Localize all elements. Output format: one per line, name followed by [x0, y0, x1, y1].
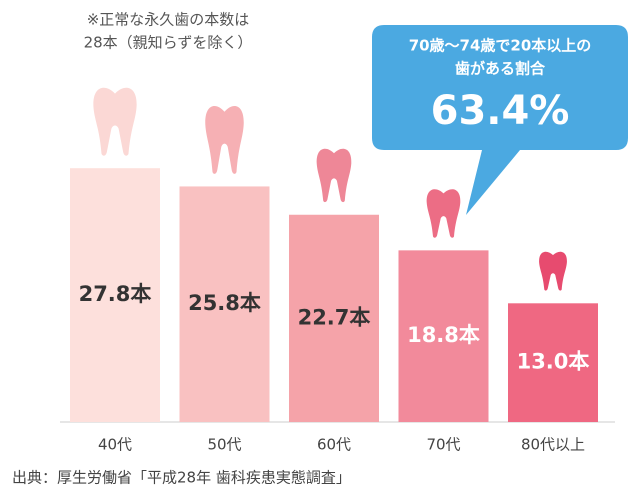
x-tick-label: 80代以上	[521, 436, 585, 454]
chart: ※正常な永久歯の本数は 28本（親知らずを除く） 70歳〜74歳で20本以上の …	[0, 0, 636, 497]
value-label: 25.8本	[188, 291, 261, 315]
x-tick-label: 40代	[98, 436, 132, 454]
x-tick-label: 70代	[426, 436, 460, 454]
value-label: 13.0本	[517, 350, 590, 374]
tooth-icon	[539, 252, 567, 291]
source: 出典：厚生労働省「平成28年 歯科疾患実態調査」	[12, 469, 351, 487]
note: ※正常な永久歯の本数は	[87, 11, 250, 29]
callout-text: 70歳〜74歳で20本以上の	[409, 37, 592, 55]
x-tick-label: 50代	[207, 436, 241, 454]
callout-value: 63.4%	[431, 88, 570, 134]
tooth-icon	[93, 88, 136, 156]
callout-text: 歯がある割合	[455, 60, 546, 78]
tooth-icon	[427, 189, 461, 238]
note: 28本（親知らずを除く）	[84, 34, 253, 52]
value-label: 22.7本	[298, 305, 371, 329]
x-tick-label: 60代	[317, 436, 351, 454]
tooth-icon	[205, 106, 243, 174]
tooth-icon	[317, 149, 352, 202]
value-label: 27.8本	[79, 282, 152, 306]
value-label: 18.8本	[407, 323, 480, 347]
